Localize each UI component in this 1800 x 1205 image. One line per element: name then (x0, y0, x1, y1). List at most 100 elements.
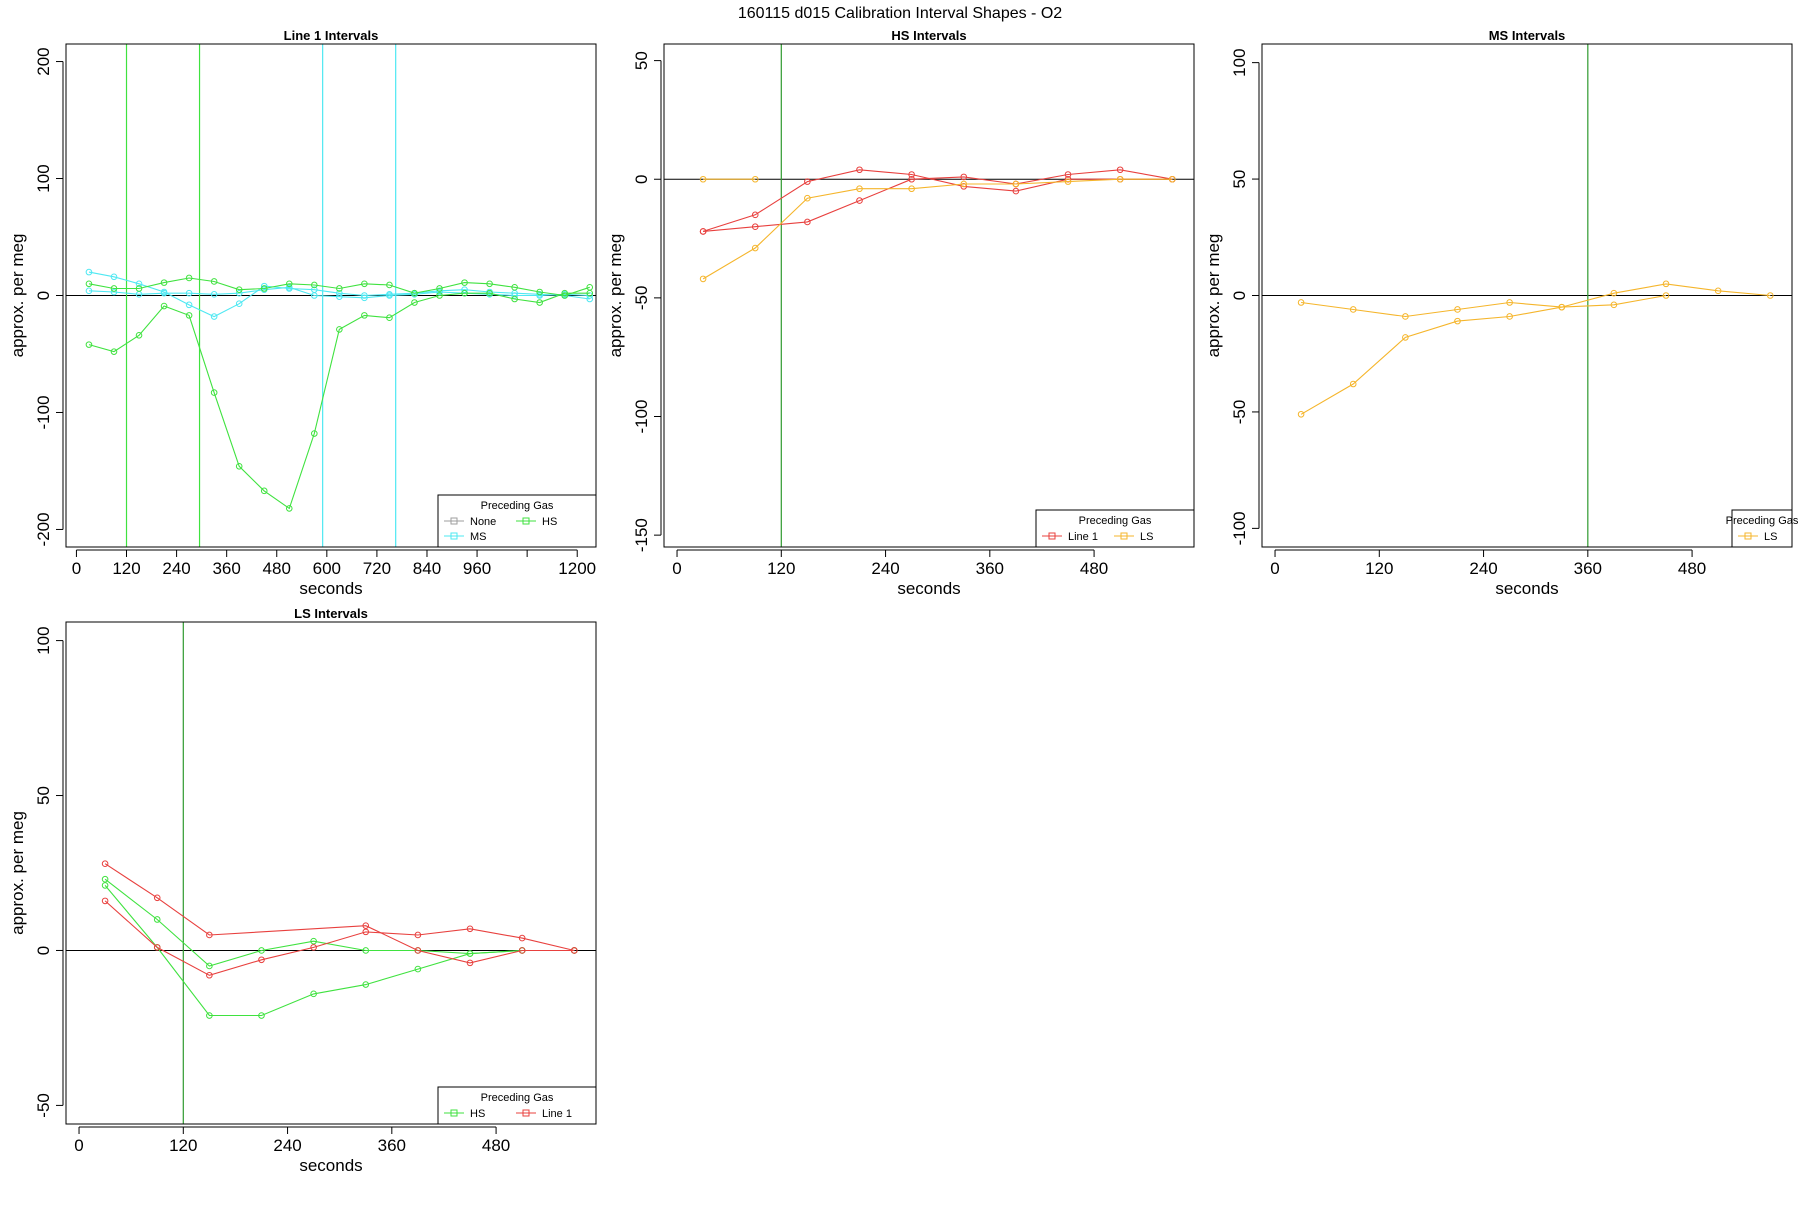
x-tick-label: 1200 (558, 559, 596, 578)
series-line (104, 885, 575, 1017)
data-point (518, 934, 526, 942)
data-point (436, 288, 443, 296)
x-tick-label: 960 (463, 559, 491, 578)
legend-label: Line 1 (542, 1108, 572, 1120)
series-ls (699, 175, 759, 183)
data-point (235, 289, 243, 297)
data-point (699, 228, 707, 235)
data-point (206, 971, 213, 979)
series-line (88, 286, 590, 299)
data-point (185, 274, 193, 282)
plot-area (1262, 44, 1792, 547)
data-point (285, 284, 293, 291)
data-point (210, 291, 218, 298)
plot-area (66, 44, 596, 547)
data-point (160, 279, 168, 286)
series-line (104, 863, 575, 964)
data-point (258, 947, 265, 954)
data-point (1168, 175, 1176, 183)
data-point (310, 937, 317, 945)
data-point (1506, 299, 1513, 306)
x-tick-label: 120 (112, 559, 140, 578)
series-ls (1297, 292, 1670, 418)
data-point (960, 180, 968, 188)
data-point (311, 292, 318, 299)
data-point (1558, 303, 1566, 311)
legend-marker (450, 517, 458, 525)
y-tick-label: -100 (1230, 511, 1249, 545)
plot-frame (663, 43, 1195, 548)
y-tick-label: -100 (34, 395, 53, 429)
x-tick-label: 360 (976, 559, 1004, 578)
panel-1: 0 120 240 360 480 600 720 840 960 1200 -200 -100 0 10… (8, 28, 597, 598)
x-tick-label: 840 (413, 559, 441, 578)
data-point (1012, 180, 1020, 188)
x-tick-label: 720 (363, 559, 391, 578)
series-line-1 (699, 166, 1176, 235)
data-point (586, 292, 594, 299)
x-tick-label: 600 (313, 559, 341, 578)
legend: Preceding Gas LS (1726, 509, 1799, 548)
legend-marker (1744, 532, 1752, 540)
x-tick-label: 0 (1270, 559, 1279, 578)
data-point (486, 280, 493, 288)
data-point (135, 280, 143, 288)
x-axis-label: seconds (1495, 579, 1558, 598)
legend-title: Preceding Gas (1726, 515, 1799, 527)
data-point (751, 223, 759, 230)
legend-box (437, 1086, 597, 1125)
data-point (856, 185, 863, 193)
data-point (110, 273, 118, 281)
data-point (260, 487, 268, 495)
legend-entry: LS (1114, 531, 1153, 543)
x-tick-label: 360 (1574, 559, 1602, 578)
series-line-1 (101, 897, 578, 979)
y-tick-label: 50 (1230, 170, 1249, 189)
legend-entry: Line 1 (1042, 531, 1098, 543)
y-tick-label: 50 (632, 51, 651, 70)
x-tick-label: 120 (1365, 559, 1393, 578)
data-point (235, 286, 243, 293)
x-axis-label: seconds (299, 579, 362, 598)
legend-entry: None (444, 516, 496, 528)
legend-label: HS (470, 1108, 485, 1120)
series-line-1 (699, 166, 1176, 235)
y-tick-label: -50 (34, 1093, 53, 1118)
legend: Preceding Gas Line 1 LS (1035, 509, 1195, 548)
data-point (486, 289, 493, 297)
data-point (206, 1012, 213, 1019)
plot-frame (65, 621, 597, 1125)
data-point (536, 292, 543, 299)
data-point (1402, 334, 1409, 341)
data-point (1714, 287, 1722, 295)
panel-3: 0 120 240 360 480 -100 -50 0 50 100 MS Intervals se… (1204, 28, 1799, 598)
data-point (804, 218, 811, 226)
data-point (153, 916, 161, 923)
data-point (1662, 292, 1670, 299)
data-point (362, 928, 370, 936)
data-point (1297, 410, 1305, 418)
legend-entry: LS (1738, 531, 1777, 543)
data-point (518, 947, 526, 954)
legend-marker (450, 1109, 458, 1117)
legend-entry: Line 1 (516, 1108, 572, 1120)
data-point (235, 300, 243, 307)
y-axis-label: approx. per meg (1204, 234, 1223, 358)
data-point (336, 326, 343, 333)
data-point (310, 944, 317, 951)
legend: Preceding Gas None HS MS (437, 494, 597, 548)
data-point (570, 947, 578, 954)
legend-entry: HS (516, 516, 557, 528)
data-point (386, 314, 393, 322)
x-axis-label: seconds (299, 1156, 362, 1175)
figure-title: 160115 d015 Calibration Interval Shapes … (738, 5, 1062, 22)
x-tick-label: 240 (1469, 559, 1497, 578)
series-ls (699, 175, 1176, 283)
legend-marker (522, 1109, 530, 1117)
y-tick-label: -100 (632, 399, 651, 433)
plot-area (664, 44, 1194, 547)
data-point (310, 990, 317, 998)
series-line (88, 271, 590, 318)
y-tick-label: 50 (34, 786, 53, 805)
legend-title: Preceding Gas (481, 1092, 554, 1104)
